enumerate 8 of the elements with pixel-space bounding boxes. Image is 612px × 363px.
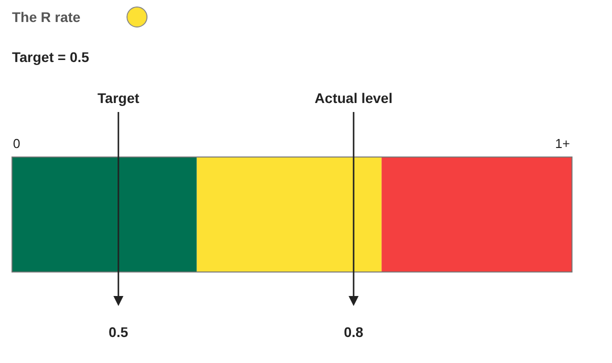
text: 1+	[555, 136, 570, 151]
text: 0	[13, 136, 20, 151]
text: 0.5	[108, 324, 128, 340]
chart-subtitle: Target = 0.5	[12, 49, 90, 65]
text: 0.8	[344, 324, 364, 340]
chart-title: The R rate	[12, 9, 81, 25]
ref-line-label: Actual level	[314, 90, 393, 106]
ref-line-label: Target	[98, 90, 140, 106]
